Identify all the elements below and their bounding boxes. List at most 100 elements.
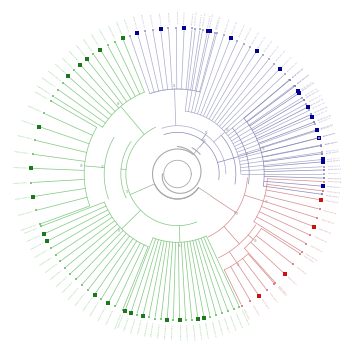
Text: Green seq 7: Green seq 7 [13, 182, 27, 184]
Text: Green seq 9: Green seq 9 [63, 282, 73, 293]
Text: Green seq 8: Green seq 8 [15, 197, 29, 200]
Text: Blue fan 26: Blue fan 26 [225, 18, 230, 32]
Text: Blue fan 8: Blue fan 8 [318, 118, 331, 123]
Text: Red seq 13: Red seq 13 [317, 228, 330, 234]
Text: Blue rect 7: Blue rect 7 [325, 142, 338, 145]
Text: Green seq 7: Green seq 7 [158, 323, 161, 338]
Text: Green seq 8: Green seq 8 [61, 57, 72, 68]
Text: Green seq 15: Green seq 15 [106, 310, 114, 325]
Text: Blue fan 18: Blue fan 18 [277, 50, 286, 62]
Text: Green seq 18: Green seq 18 [229, 315, 235, 330]
Text: Blue fan 22: Blue fan 22 [252, 32, 260, 44]
Text: Green seq 2: Green seq 2 [27, 235, 40, 242]
Text: Blue top 9: Blue top 9 [149, 14, 153, 26]
Text: Green seq 1: Green seq 1 [115, 21, 122, 35]
Text: Green seq 10: Green seq 10 [69, 287, 80, 300]
Text: 87: 87 [235, 212, 239, 215]
Text: Blue fan 30: Blue fan 30 [195, 11, 198, 25]
Text: Green seq 13: Green seq 13 [198, 323, 201, 339]
Text: Green seq 17: Green seq 17 [223, 317, 229, 333]
Text: Red seq 8: Red seq 8 [296, 266, 306, 274]
Text: Blue fan 14: Blue fan 14 [297, 74, 308, 84]
Text: Green seq 4: Green seq 4 [35, 250, 48, 258]
Text: Red seq 2: Red seq 2 [252, 304, 259, 315]
Text: Blue top 7: Blue top 7 [167, 12, 169, 24]
Text: Green seq 15: Green seq 15 [211, 321, 215, 337]
Text: Green seq 2: Green seq 2 [125, 316, 130, 331]
Text: 76: 76 [101, 165, 104, 169]
Text: Red seq 18: Red seq 18 [328, 181, 341, 183]
Text: Blue top 6: Blue top 6 [176, 11, 177, 24]
Text: Green seq 20: Green seq 20 [241, 310, 248, 325]
Text: 87: 87 [118, 229, 121, 233]
Text: 87: 87 [234, 211, 237, 215]
Text: Green seq 6: Green seq 6 [75, 44, 84, 56]
Text: 94: 94 [173, 84, 176, 88]
Text: Green seq 11: Green seq 11 [75, 293, 86, 306]
Text: Blue rect 15: Blue rect 15 [297, 75, 310, 85]
Text: Green seq 5: Green seq 5 [14, 151, 29, 154]
Text: Blue top 2: Blue top 2 [208, 15, 212, 27]
Text: Green seq 12: Green seq 12 [36, 85, 50, 95]
Text: Green seq 3: Green seq 3 [31, 243, 44, 250]
Text: Blue fan 6: Blue fan 6 [323, 133, 335, 137]
Text: Blue rect 2: Blue rect 2 [327, 186, 340, 188]
Text: Green seq 5: Green seq 5 [82, 39, 92, 51]
Text: Red seq 3: Red seq 3 [261, 299, 268, 309]
Text: Red seq 17: Red seq 17 [327, 191, 340, 193]
Text: Green seq 2: Green seq 2 [106, 25, 114, 38]
Text: Green seq 12: Green seq 12 [192, 324, 194, 340]
Text: Blue rect 1: Blue rect 1 [326, 194, 339, 197]
Text: Blue rect 10: Blue rect 10 [318, 115, 332, 121]
Text: Blue fan 12: Blue fan 12 [305, 88, 318, 96]
Text: Blue rect 8: Blue rect 8 [323, 133, 336, 137]
Text: Blue fan 28: Blue fan 28 [210, 14, 214, 27]
Text: Blue rect 11: Blue rect 11 [315, 106, 328, 113]
Text: Green seq 6: Green seq 6 [152, 323, 155, 337]
Text: 82: 82 [237, 263, 240, 268]
Text: Red seq 12: Red seq 12 [314, 237, 326, 243]
Text: Blue rect 4: Blue rect 4 [328, 169, 341, 171]
Text: Green seq 12: Green seq 12 [83, 298, 93, 311]
Text: Blue fan 25: Blue fan 25 [232, 21, 237, 34]
Text: Blue fan 4: Blue fan 4 [326, 149, 338, 152]
Text: 78: 78 [178, 244, 182, 248]
Text: Red seq 7: Red seq 7 [287, 276, 296, 285]
Text: Blue fan 3: Blue fan 3 [327, 157, 339, 159]
Text: Blue fan 20: Blue fan 20 [264, 40, 273, 52]
Text: Green seq 9: Green seq 9 [172, 324, 174, 339]
Text: Green seq 9: Green seq 9 [54, 64, 66, 74]
Text: Green seq 8: Green seq 8 [165, 324, 168, 339]
Text: Blue rect 5: Blue rect 5 [327, 160, 340, 162]
Text: Blue fan 23: Blue fan 23 [245, 27, 252, 40]
Text: Blue top 10: Blue top 10 [141, 14, 145, 27]
Text: Green seq 11: Green seq 11 [185, 324, 187, 340]
Text: Green seq 10: Green seq 10 [47, 70, 60, 81]
Text: Red seq 4: Red seq 4 [269, 293, 277, 303]
Text: Red seq 15: Red seq 15 [323, 209, 337, 214]
Text: Green seq 3: Green seq 3 [131, 318, 136, 333]
Text: Blue fan 5: Blue fan 5 [325, 141, 337, 145]
Text: Blue rect 6: Blue rect 6 [326, 151, 339, 154]
Text: Blue fan 13: Blue fan 13 [301, 81, 313, 90]
Text: Green seq 14: Green seq 14 [204, 322, 208, 338]
Text: Blue top 3: Blue top 3 [200, 13, 203, 25]
Text: Green seq 3: Green seq 3 [98, 29, 106, 42]
Text: 89: 89 [226, 128, 229, 132]
Text: 86: 86 [203, 139, 207, 143]
Text: Blue top 12: Blue top 12 [124, 19, 129, 32]
Text: Blue fan 11: Blue fan 11 [309, 95, 322, 102]
Text: Green seq 3: Green seq 3 [21, 120, 36, 126]
Text: Blue fan 7: Blue fan 7 [321, 126, 333, 130]
Text: 79: 79 [265, 200, 268, 204]
Text: Green seq 1: Green seq 1 [23, 227, 37, 234]
Text: Green seq 13: Green seq 13 [91, 302, 100, 316]
Text: 80: 80 [117, 102, 120, 106]
Text: Red seq 14: Red seq 14 [321, 219, 334, 224]
Text: Green seq 2: Green seq 2 [27, 105, 41, 112]
Text: Red seq 9: Red seq 9 [303, 255, 314, 263]
Text: Blue fan 16: Blue fan 16 [287, 62, 298, 72]
Text: Red seq 6: Red seq 6 [278, 285, 286, 295]
Text: Blue fan 27: Blue fan 27 [217, 16, 222, 29]
Text: Green seq 5: Green seq 5 [40, 256, 53, 266]
